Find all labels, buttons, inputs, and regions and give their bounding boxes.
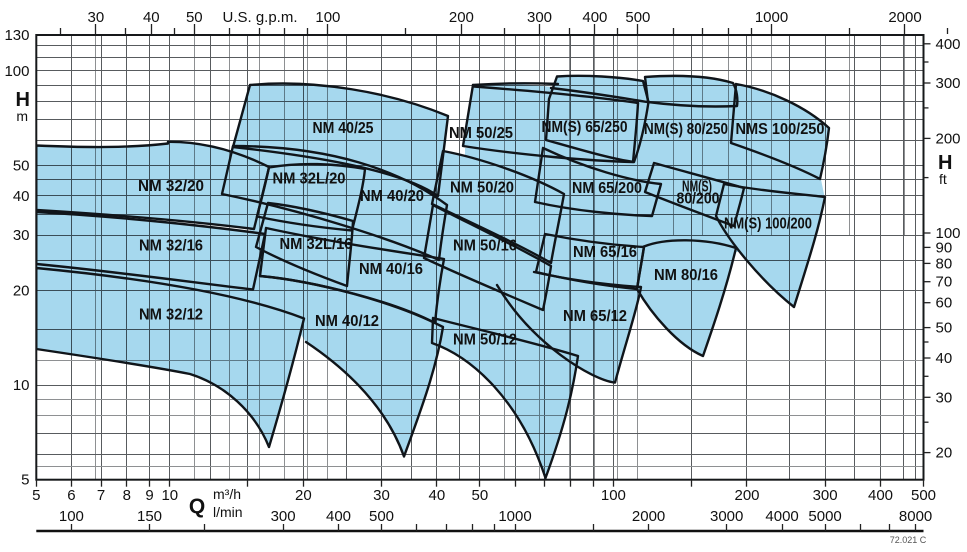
svg-text:500: 500: [625, 9, 650, 26]
svg-text:30: 30: [373, 487, 390, 504]
svg-text:100: 100: [601, 487, 626, 504]
svg-text:300: 300: [813, 487, 838, 504]
svg-text:NM 32L/20: NM 32L/20: [273, 171, 346, 188]
svg-text:40: 40: [143, 9, 160, 26]
svg-text:NM 32/16: NM 32/16: [139, 238, 203, 255]
svg-text:300: 300: [936, 75, 961, 92]
svg-text:30: 30: [88, 9, 105, 26]
svg-text:NMS 100/250: NMS 100/250: [736, 121, 825, 138]
svg-text:400: 400: [868, 487, 893, 504]
svg-text:130: 130: [4, 27, 29, 44]
svg-text:60: 60: [936, 295, 953, 312]
svg-text:NM 32L/16: NM 32L/16: [280, 236, 353, 253]
svg-text:20: 20: [13, 283, 30, 300]
svg-text:400: 400: [936, 36, 961, 53]
svg-text:30: 30: [936, 389, 953, 406]
svg-text:NM 40/16: NM 40/16: [359, 261, 423, 278]
svg-text:50: 50: [186, 9, 203, 26]
svg-text:NM 40/20: NM 40/20: [360, 188, 424, 205]
svg-text:100: 100: [936, 225, 961, 242]
svg-text:NM 50/20: NM 50/20: [450, 180, 514, 197]
svg-text:NM 65/12: NM 65/12: [563, 308, 627, 325]
svg-text:2000: 2000: [888, 9, 921, 26]
svg-text:1000: 1000: [498, 508, 531, 525]
svg-text:NM 50/12: NM 50/12: [453, 332, 517, 349]
svg-text:ft: ft: [939, 171, 947, 187]
svg-text:500: 500: [911, 487, 936, 504]
svg-text:2000: 2000: [632, 508, 665, 525]
svg-text:400: 400: [582, 9, 607, 26]
svg-text:300: 300: [271, 508, 296, 525]
svg-text:10: 10: [161, 487, 178, 504]
svg-text:5: 5: [21, 472, 29, 489]
svg-text:m³/h: m³/h: [213, 486, 241, 502]
svg-text:3000: 3000: [710, 508, 743, 525]
svg-text:150: 150: [137, 508, 162, 525]
svg-text:100: 100: [4, 63, 29, 80]
svg-text:NM(S) 80/250: NM(S) 80/250: [644, 121, 728, 138]
svg-text:40: 40: [936, 350, 953, 367]
svg-text:30: 30: [13, 227, 30, 244]
svg-text:400: 400: [326, 508, 351, 525]
svg-text:1000: 1000: [755, 9, 788, 26]
svg-text:100: 100: [59, 508, 84, 525]
svg-text:NM 65/200: NM 65/200: [572, 180, 642, 197]
svg-text:6: 6: [67, 487, 75, 504]
svg-text:40: 40: [13, 188, 30, 205]
svg-text:4000: 4000: [765, 508, 798, 525]
svg-text:80: 80: [936, 255, 953, 272]
svg-text:H: H: [16, 89, 30, 111]
svg-text:100: 100: [315, 9, 340, 26]
svg-text:NM(S) 65/250: NM(S) 65/250: [542, 119, 628, 136]
svg-text:300: 300: [527, 9, 552, 26]
svg-text:50: 50: [472, 487, 489, 504]
svg-text:NM 65/16: NM 65/16: [573, 244, 637, 261]
svg-text:H: H: [938, 152, 952, 174]
svg-text:50: 50: [936, 320, 953, 337]
svg-text:90: 90: [936, 239, 953, 256]
svg-text:5000: 5000: [808, 508, 841, 525]
svg-text:m: m: [16, 108, 28, 124]
svg-text:50: 50: [13, 157, 30, 174]
svg-text:200: 200: [936, 130, 961, 147]
svg-text:80/200: 80/200: [677, 191, 720, 208]
svg-text:40: 40: [429, 487, 446, 504]
svg-text:l/min: l/min: [213, 504, 243, 520]
svg-text:NM 40/12: NM 40/12: [315, 313, 379, 330]
svg-text:70: 70: [936, 274, 953, 291]
svg-text:200: 200: [449, 9, 474, 26]
svg-text:NM 50/25: NM 50/25: [449, 125, 513, 142]
svg-text:NM 80/16: NM 80/16: [654, 267, 718, 284]
svg-text:Q: Q: [189, 495, 205, 518]
svg-text:U.S. g.p.m.: U.S. g.p.m.: [222, 9, 297, 26]
svg-text:8000: 8000: [899, 508, 932, 525]
svg-text:10: 10: [13, 377, 30, 394]
svg-text:9: 9: [145, 487, 153, 504]
svg-text:NM 32/12: NM 32/12: [139, 307, 203, 324]
svg-text:NM(S): NM(S): [682, 179, 712, 196]
svg-text:NM(S) 100/200: NM(S) 100/200: [724, 216, 812, 233]
svg-text:NM 50/16: NM 50/16: [453, 238, 517, 255]
svg-text:NM 40/25: NM 40/25: [313, 120, 374, 137]
svg-text:500: 500: [369, 508, 394, 525]
svg-text:7: 7: [97, 487, 105, 504]
svg-text:72.021 C: 72.021 C: [890, 535, 927, 545]
svg-text:20: 20: [295, 487, 312, 504]
svg-text:200: 200: [734, 487, 759, 504]
svg-text:NM 32/20: NM 32/20: [138, 178, 204, 195]
svg-text:8: 8: [123, 487, 131, 504]
svg-text:5: 5: [32, 487, 40, 504]
svg-text:20: 20: [936, 445, 953, 462]
